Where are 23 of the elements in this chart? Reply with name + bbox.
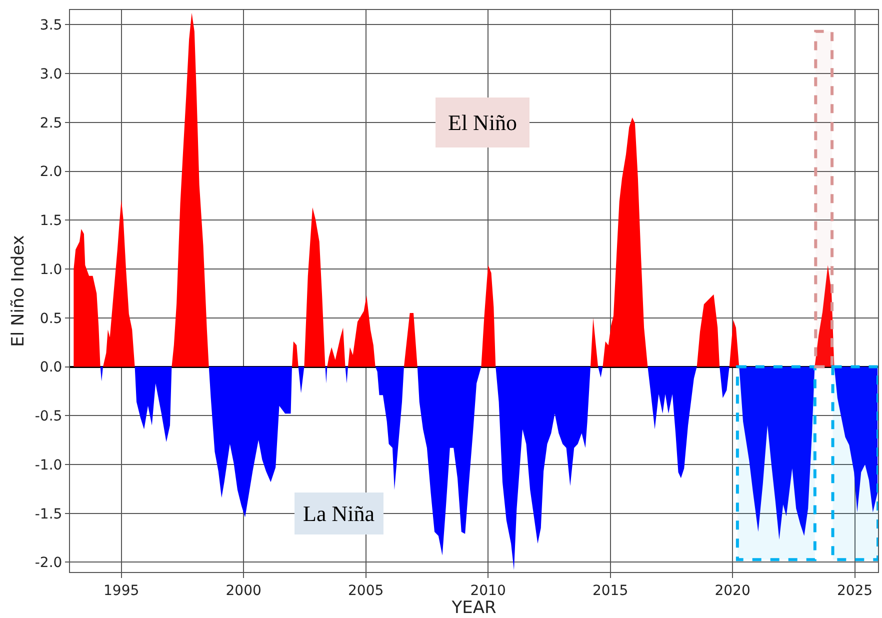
x-tick-label: 2020: [714, 582, 750, 599]
y-tick-label: -1.0: [34, 457, 62, 474]
y-axis-title: El Niño Index: [8, 235, 28, 347]
y-tick-label: 3.5: [40, 18, 62, 34]
y-tick-label: 0.5: [40, 310, 62, 327]
y-tick-label: 3.0: [40, 66, 62, 82]
annotation: La Niña: [303, 501, 375, 526]
x-tick-label: 2010: [470, 582, 506, 599]
y-tick-label: -2.0: [34, 555, 62, 572]
y-tick-label: 1.5: [40, 213, 62, 230]
y-tick-label: -0.5: [34, 408, 62, 425]
x-tick-label: 2015: [592, 582, 628, 599]
x-axis-title: YEAR: [450, 598, 496, 618]
y-tick-label: 1.0: [40, 262, 62, 278]
annotation: El Niño: [448, 110, 518, 135]
y-tick-label: -1.5: [34, 506, 62, 522]
x-tick-label: 2005: [348, 582, 384, 599]
x-tick-label: 1995: [104, 582, 140, 599]
y-tick-label: 0.0: [40, 360, 62, 376]
x-tick-label: 2000: [226, 582, 262, 599]
y-tick-label: 2.0: [40, 164, 62, 180]
y-tick-label: 2.5: [40, 115, 62, 132]
x-tick-label: 2025: [836, 582, 873, 599]
